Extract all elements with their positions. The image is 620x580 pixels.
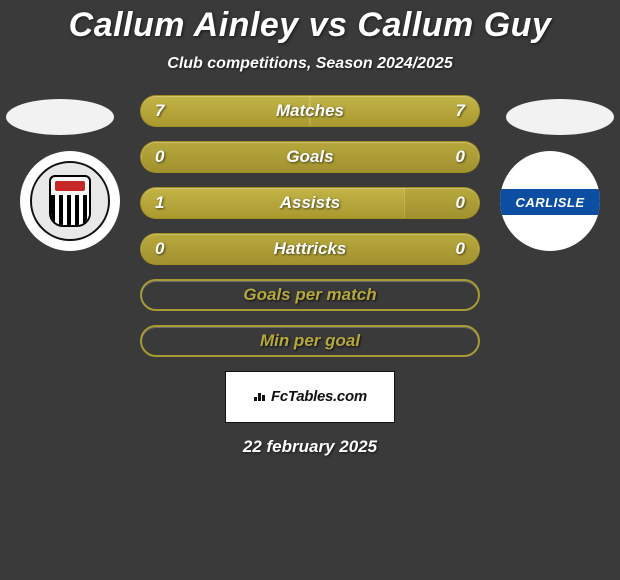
- brand-label: FcTables.com: [253, 388, 367, 405]
- page-title: Callum Ainley vs Callum Guy: [0, 0, 620, 45]
- carlisle-text: CARLISLE: [516, 195, 585, 210]
- player-right-avatar: [506, 99, 614, 135]
- club-badge-right: CARLISLE: [500, 151, 600, 251]
- stats-bars: 77Matches 00Goals 10Assists 00Hattricks Goal…: [140, 95, 480, 357]
- stat-bar-goals-per-match: Goals per match: [140, 279, 480, 311]
- stat-label: Hattricks: [141, 234, 479, 264]
- comparison-stage: CARLISLE 77Matches 00Goals 10Assists 00Hatt…: [0, 95, 620, 357]
- stat-bar-goals: 00Goals: [140, 141, 480, 173]
- footer-date: 22 february 2025: [0, 437, 620, 457]
- carlisle-crest: CARLISLE: [500, 189, 600, 215]
- stat-bar-matches: 77Matches: [140, 95, 480, 127]
- stat-label: Matches: [141, 96, 479, 126]
- subtitle: Club competitions, Season 2024/2025: [0, 55, 620, 73]
- grimsby-shield-icon: [49, 175, 91, 227]
- club-badge-left: [20, 151, 120, 251]
- chart-icon: [253, 390, 267, 402]
- stat-label: Min per goal: [142, 327, 478, 355]
- fctables-badge: FcTables.com: [225, 371, 395, 423]
- stat-label: Assists: [141, 188, 479, 218]
- stat-label: Goals per match: [142, 281, 478, 309]
- stat-label: Goals: [141, 142, 479, 172]
- brand-text: FcTables.com: [271, 388, 367, 405]
- stat-bar-min-per-goal: Min per goal: [140, 325, 480, 357]
- player-left-avatar: [6, 99, 114, 135]
- stat-bar-hattricks: 00Hattricks: [140, 233, 480, 265]
- stat-bar-assists: 10Assists: [140, 187, 480, 219]
- grimsby-crest: [30, 161, 110, 241]
